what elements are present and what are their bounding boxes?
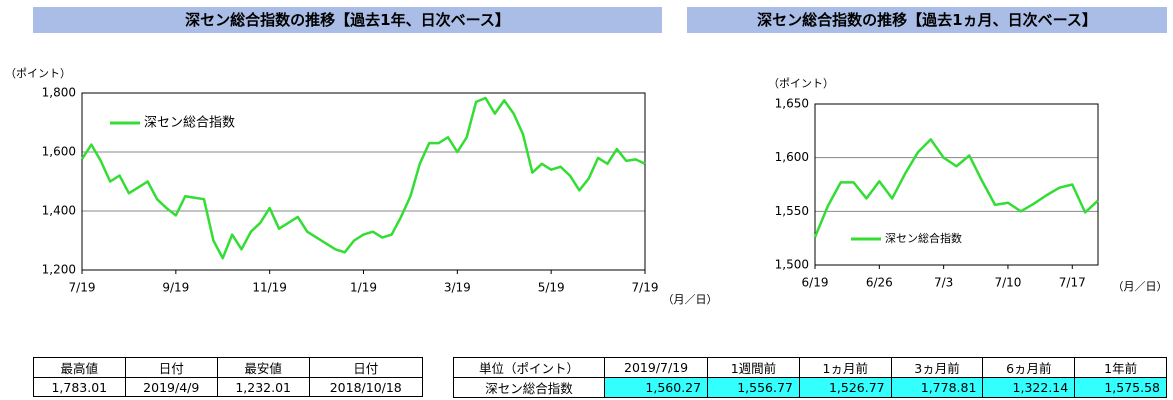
table-row: 最高値 日付 最安値 日付	[33, 357, 423, 378]
x-axis-label: （月／日）	[1113, 280, 1168, 293]
table-header: 2019/7/19	[604, 357, 709, 378]
table-cell: 1,783.01	[33, 377, 126, 397]
table-cell: 2018/10/18	[308, 377, 423, 397]
x-tick-label: 7/19	[632, 281, 659, 295]
x-tick-label: 7/3	[934, 276, 953, 290]
table-cell: 1,556.77	[707, 377, 800, 398]
line	[813, 138, 1099, 238]
table-cell: 深セン総合指数	[452, 377, 606, 398]
x-tick-label: 11/19	[252, 281, 287, 295]
table-cell: 1,778.81	[890, 377, 984, 398]
legend-label: 深セン総合指数	[885, 231, 962, 245]
x-tick-label: 5/19	[538, 281, 565, 295]
line	[80, 96, 646, 260]
table-header: 最高値	[33, 357, 126, 378]
comparison-table: 単位（ポイント） 2019/7/19 1週間前 1ヵ月前 3ヵ月前 6ヵ月前 1年前 深セン総…	[452, 357, 1167, 398]
table-cell: 1,322.14	[982, 377, 1076, 398]
y-tick-label: 1,200	[42, 263, 76, 277]
table-header: 日付	[308, 357, 423, 378]
y-tick-label: 1,400	[42, 204, 76, 218]
y-axis-label: （ポイント）	[5, 67, 71, 80]
table-header: 1週間前	[707, 357, 800, 378]
plot-frame	[814, 103, 1099, 266]
table-header: 6ヵ月前	[982, 357, 1076, 378]
table-cell: 1,526.77	[798, 377, 892, 398]
y-tick-label: 1,600	[42, 145, 76, 159]
x-tick-label: 9/19	[162, 281, 189, 295]
table-row: 1,783.01 2019/4/9 1,232.01 2018/10/18	[33, 377, 423, 397]
legend-label: 深セン総合指数	[144, 116, 235, 131]
y-axis-label: （ポイント）	[768, 77, 834, 90]
x-tick-label: 1/19	[350, 281, 377, 295]
chart-title: 深セン総合指数の推移【過去1年、日次ベース】	[33, 7, 662, 33]
table-cell: 1,560.27	[604, 377, 709, 398]
charts: （ポイント） （月／日） 1,200 1,400 1,600 1,800 7/19 9/19 1…	[5, 67, 1168, 306]
y-tick-label: 1,650	[775, 97, 809, 111]
table-header: 日付	[124, 357, 218, 378]
x-tick-label: 6/26	[866, 276, 893, 290]
y-tick-label: 1,500	[775, 258, 809, 272]
x-axis-label: （月／日）	[663, 293, 718, 306]
table-cell: 1,232.01	[216, 377, 310, 397]
x-tick-label: 7/19	[69, 281, 96, 295]
table-header: 単位（ポイント）	[452, 357, 606, 378]
table-header: 最安値	[216, 357, 310, 378]
table-row: 単位（ポイント） 2019/7/19 1週間前 1ヵ月前 3ヵ月前 6ヵ月前 1年前	[452, 357, 1167, 378]
summary-table: 最高値 日付 最安値 日付 1,783.01 2019/4/9 1,232.01 2018/1…	[33, 357, 423, 397]
table-header: 1ヵ月前	[798, 357, 892, 378]
table-cell: 2019/4/9	[124, 377, 218, 397]
y-tick-label: 1,550	[775, 204, 809, 218]
x-tick-label: 7/17	[1059, 276, 1086, 290]
x-tick-label: 7/10	[994, 276, 1021, 290]
y-tick-label: 1,600	[775, 150, 809, 164]
table-header: 1年前	[1074, 357, 1167, 378]
table-cell: 1,575.58	[1074, 377, 1167, 398]
table-header: 3ヵ月前	[890, 357, 984, 378]
chart-title: 深セン総合指数の推移【過去1ヵ月、日次ベース】	[687, 7, 1167, 33]
y-tick-label: 1,800	[42, 86, 76, 100]
x-tick-label: 3/19	[444, 281, 471, 295]
table-row: 深セン総合指数 1,560.27 1,556.77 1,526.77 1,778.81 1…	[452, 377, 1167, 398]
x-tick-label: 6/19	[802, 276, 829, 290]
